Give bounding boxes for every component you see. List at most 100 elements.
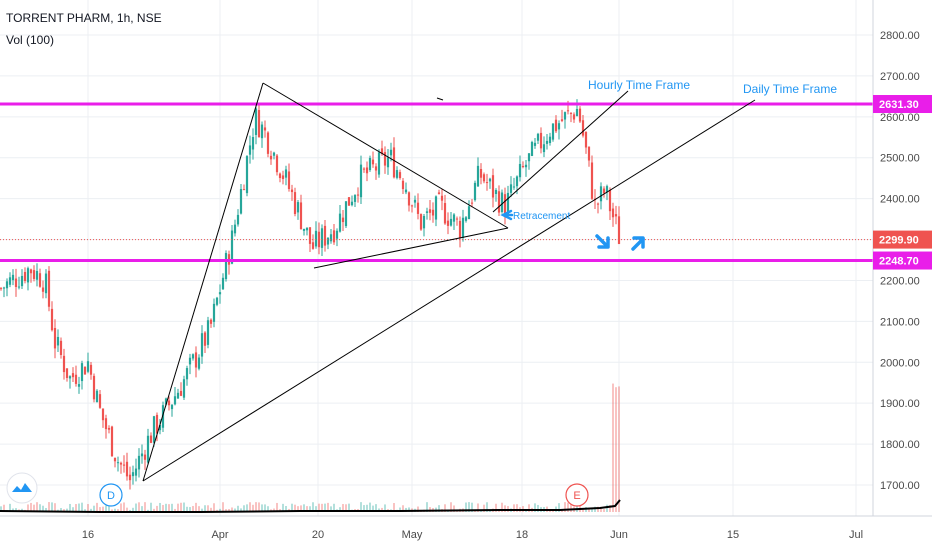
small-mark-line[interactable] (436, 97, 444, 101)
tradingview-logo-icon[interactable] (6, 472, 38, 504)
candle-body (260, 124, 264, 139)
volume-bar (189, 507, 191, 512)
time-axis[interactable]: 16 Apr 20 May 18 Jun 15 Jul (0, 515, 932, 541)
candle-body (362, 168, 366, 170)
candle-body (269, 155, 273, 160)
candle-body (35, 270, 39, 280)
volume-bar (384, 504, 386, 512)
candle-body (512, 186, 516, 188)
price-badge-label: 2299.90 (879, 235, 919, 247)
earnings-marker-icon[interactable]: E (565, 483, 589, 507)
candle-body (200, 333, 204, 357)
volume-bars (0, 383, 621, 513)
triangle-lower-line[interactable] (313, 227, 509, 269)
volume-bar (468, 502, 470, 512)
volume-bar (267, 506, 269, 512)
candle-body (89, 364, 93, 375)
dividend-marker-label: D (107, 490, 115, 502)
volume-bar (429, 507, 431, 512)
candle-body (203, 332, 207, 346)
candle-body (299, 202, 303, 230)
volume-indicator-label[interactable]: Vol (100) (6, 33, 55, 47)
volume-bar (402, 505, 404, 512)
volume-bar (213, 503, 215, 512)
volume-bar (93, 505, 95, 512)
candle-body (77, 384, 81, 387)
volume-bar (108, 502, 110, 512)
candle-body (275, 155, 279, 173)
candle-body (515, 176, 519, 187)
volume-bar (240, 508, 242, 512)
volume-bar (63, 509, 65, 512)
candle-body (62, 355, 66, 373)
volume-bar (504, 505, 506, 512)
volume-bar (111, 509, 113, 512)
volume-bar (3, 504, 5, 512)
candle-body (161, 405, 165, 428)
volume-bar (366, 504, 368, 512)
price-badge-label: 2248.70 (879, 256, 919, 268)
volume-bar (249, 502, 251, 512)
volume-bar (201, 508, 203, 512)
volume-bar (516, 504, 518, 512)
volume-bar (210, 507, 212, 512)
candle-body (221, 277, 225, 290)
candle-body (173, 396, 177, 405)
volume-bar (339, 507, 341, 512)
volume-bar (333, 503, 335, 512)
symbol-title[interactable]: TORRENT PHARM, 1h, NSE (6, 11, 162, 25)
price-tick-label: 1800.00 (880, 439, 920, 451)
candle-body (113, 457, 117, 462)
candle-body (236, 214, 240, 225)
daily-time-frame-trendline[interactable] (142, 99, 756, 482)
dividend-marker-icon[interactable]: D (99, 483, 123, 507)
candle-body (494, 189, 498, 195)
volume-bar (45, 507, 47, 512)
candle-body (407, 192, 411, 206)
candle-body (233, 224, 237, 234)
earnings-marker-label: E (573, 490, 580, 502)
impulse-trendline[interactable] (142, 82, 264, 482)
volume-bar (192, 505, 194, 512)
candle-body (134, 468, 138, 476)
candle-body (215, 297, 219, 305)
volume-bar (444, 504, 446, 512)
candle-body (29, 269, 33, 274)
volume-bar (51, 502, 53, 512)
candle-body (398, 172, 402, 179)
candle-body (539, 132, 543, 149)
hourly-time-frame-label: Hourly Time Frame (588, 78, 690, 92)
volume-bar (375, 504, 377, 512)
volume-bar (132, 507, 134, 512)
candle-body (281, 175, 285, 180)
volume-bar (306, 506, 308, 512)
candle-body (119, 462, 123, 465)
candle-body (53, 327, 57, 349)
candle-body (608, 190, 612, 212)
volume-bar (369, 502, 371, 512)
triangle-upper-line[interactable] (262, 82, 509, 229)
volume-bar (204, 505, 206, 512)
hourly-time-frame-trendline[interactable] (492, 90, 629, 213)
volume-bar (309, 506, 311, 512)
candle-body (452, 214, 456, 222)
candle-body (44, 273, 48, 294)
volume-bar (183, 502, 185, 512)
candle-body (554, 119, 558, 132)
volume-bar (312, 502, 314, 512)
volume-bar (39, 504, 41, 512)
candle-body (560, 119, 564, 121)
volume-bar (609, 505, 611, 512)
candle-body (92, 375, 96, 400)
candle-body (38, 273, 42, 287)
candle-body (20, 275, 24, 287)
volume-bar (318, 503, 320, 512)
volume-bar (234, 508, 236, 512)
volume-bar (282, 503, 284, 512)
time-tick-label: Apr (211, 529, 228, 541)
candle-body (419, 214, 423, 230)
candle-body (572, 114, 576, 120)
volume-bar (345, 504, 347, 512)
candle-body (212, 303, 216, 322)
